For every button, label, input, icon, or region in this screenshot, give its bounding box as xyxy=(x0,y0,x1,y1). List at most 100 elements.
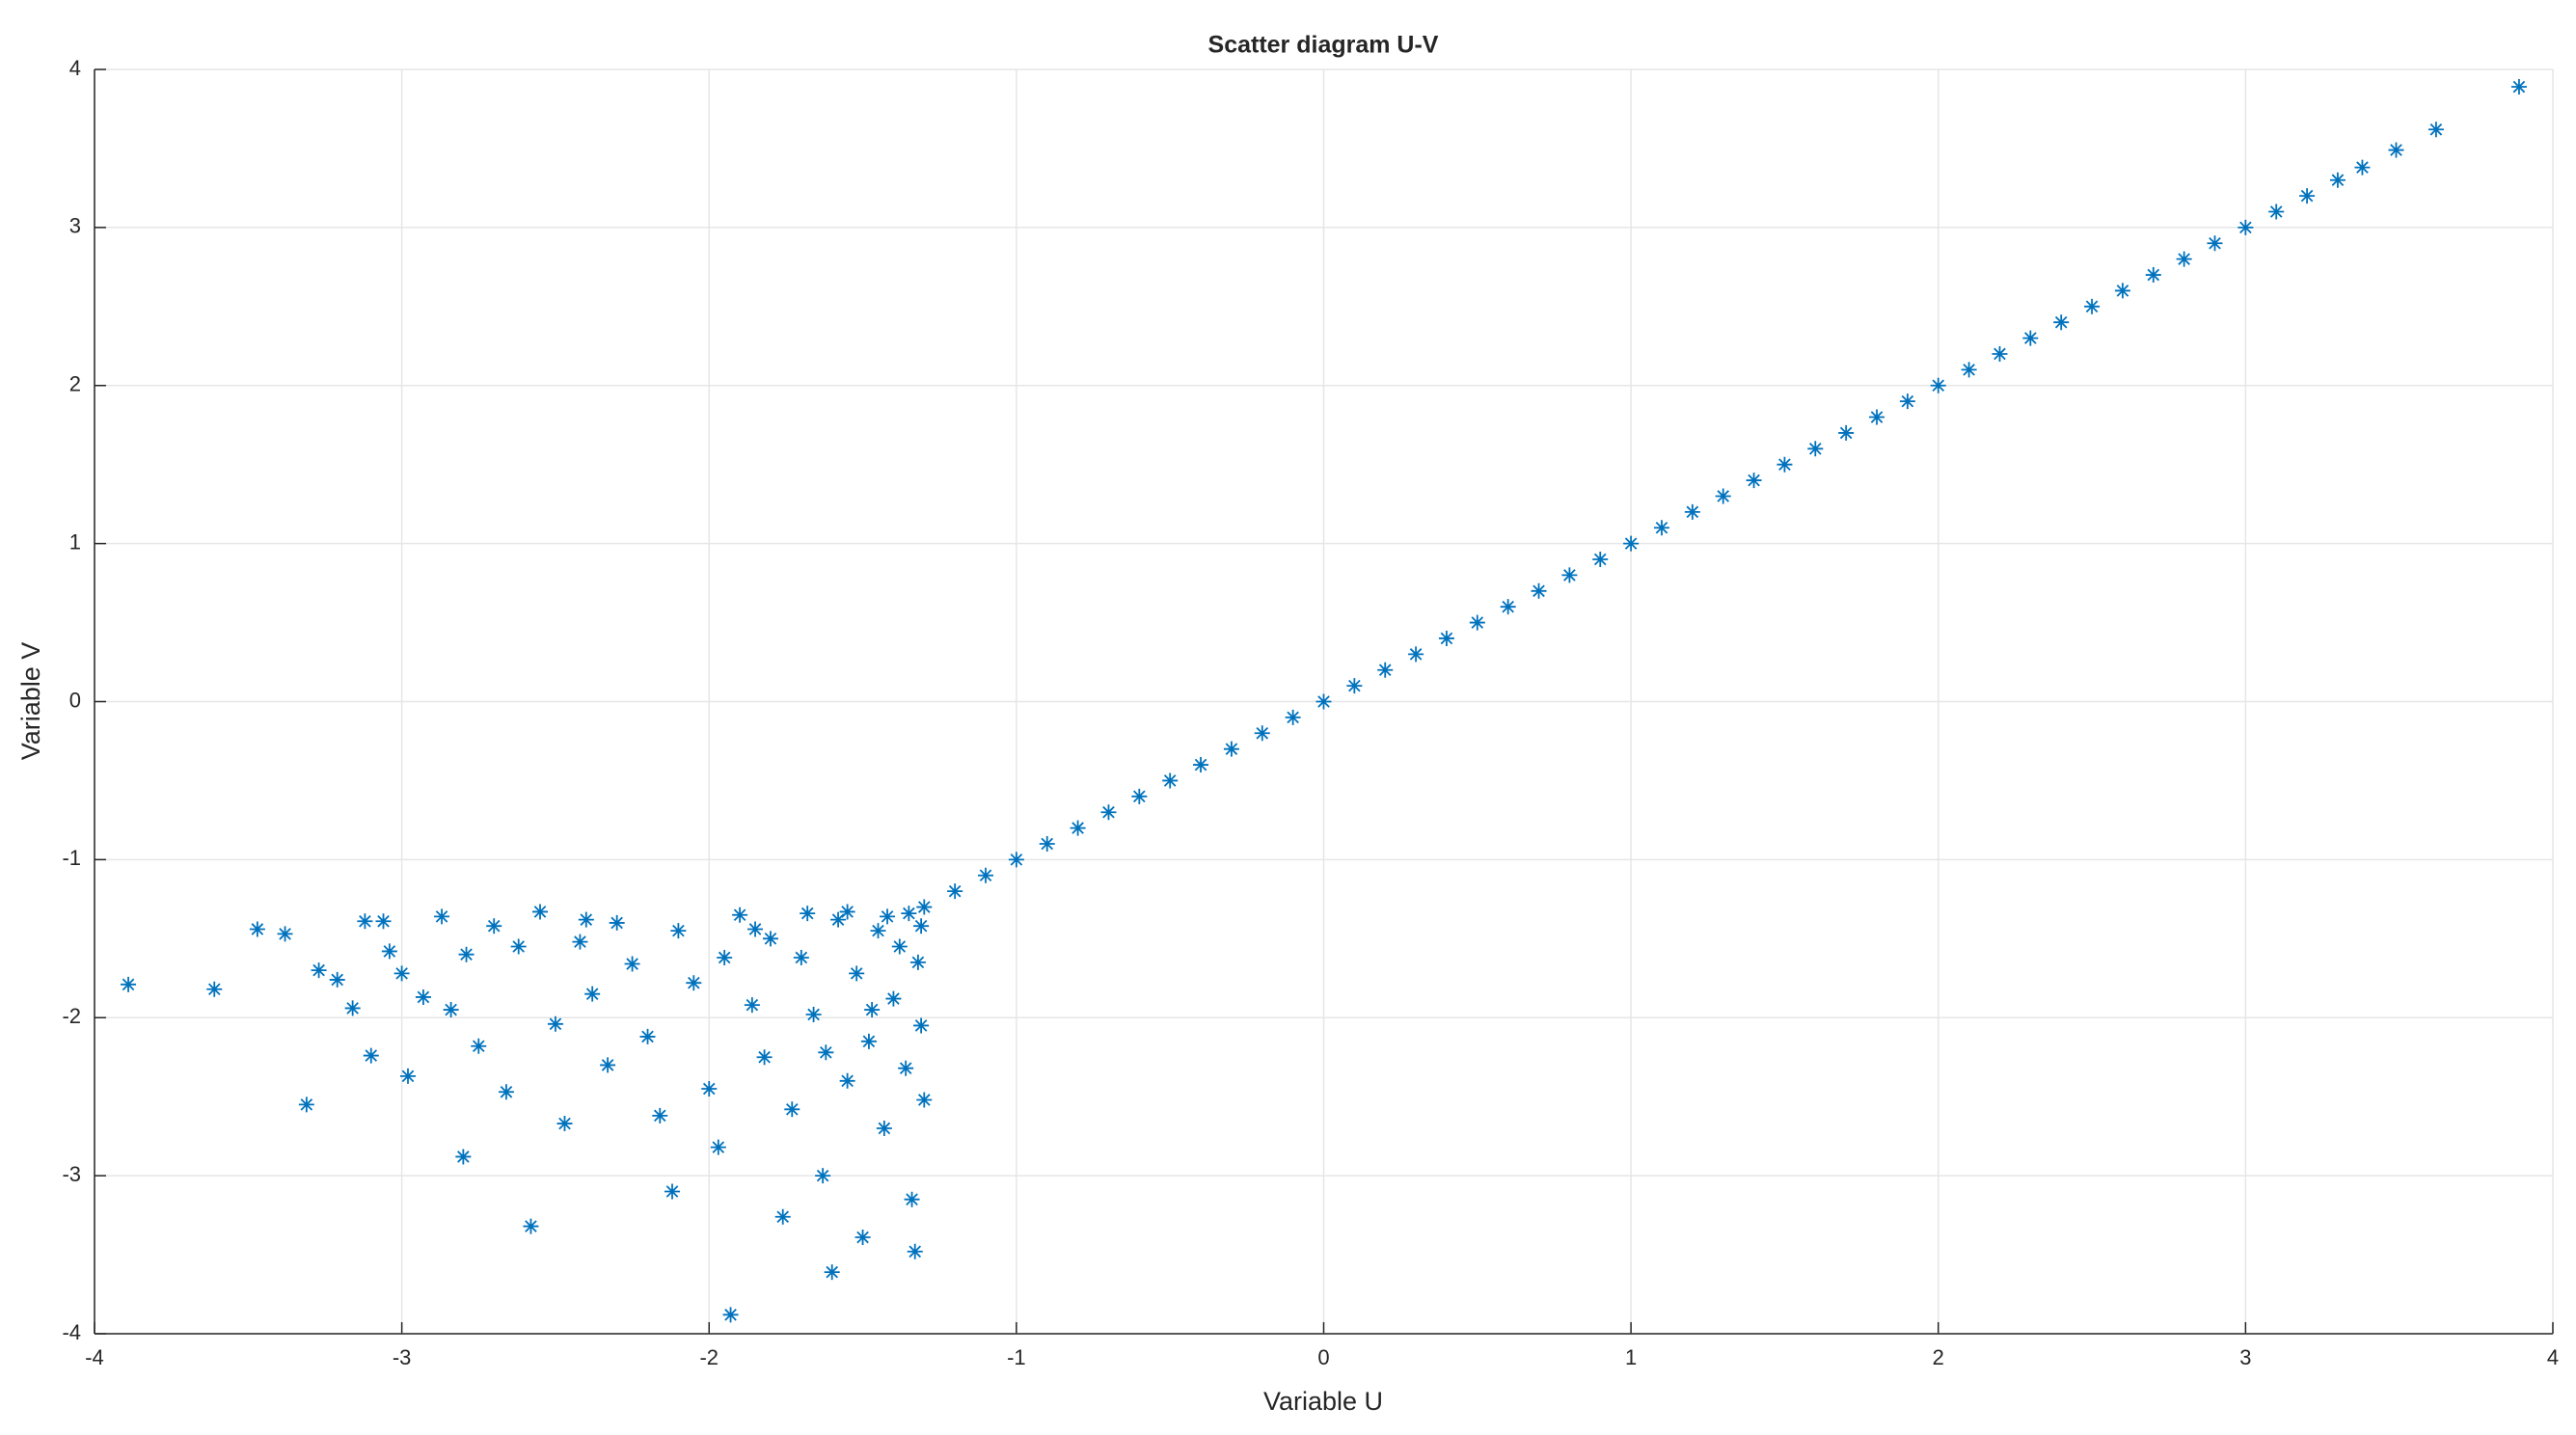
point xyxy=(1377,662,1394,678)
point xyxy=(415,988,431,1005)
point xyxy=(916,1092,933,1108)
y-tick-label: 3 xyxy=(69,214,81,238)
point xyxy=(793,949,809,965)
point xyxy=(2427,122,2444,138)
point xyxy=(1561,567,1578,583)
point xyxy=(876,1120,892,1136)
point xyxy=(547,1015,563,1032)
point xyxy=(1869,409,1885,425)
point xyxy=(1223,741,1239,757)
point xyxy=(381,943,397,960)
point xyxy=(624,956,640,972)
y-tick-label: -2 xyxy=(62,1004,81,1028)
point xyxy=(854,1230,871,1246)
point xyxy=(839,904,855,920)
point xyxy=(2176,251,2192,267)
point xyxy=(1315,693,1332,710)
point xyxy=(357,913,373,930)
point xyxy=(311,962,327,979)
point xyxy=(830,911,847,928)
point xyxy=(2145,267,2161,284)
point xyxy=(701,1080,718,1097)
x-axis-label: Variable U xyxy=(1263,1387,1383,1416)
point xyxy=(744,997,760,1014)
point xyxy=(800,906,816,922)
point xyxy=(399,1068,416,1084)
point xyxy=(1254,725,1270,742)
point xyxy=(1807,441,1824,457)
point xyxy=(1193,757,1209,773)
point xyxy=(732,907,748,923)
point xyxy=(710,1139,726,1155)
x-tick-label: -1 xyxy=(1007,1345,1026,1369)
point xyxy=(1500,599,1516,615)
point xyxy=(2299,188,2316,204)
point xyxy=(1930,377,1946,393)
y-tick-label: -1 xyxy=(62,846,81,870)
point xyxy=(2207,235,2223,252)
x-tick-label: 0 xyxy=(1317,1345,1329,1369)
point xyxy=(1592,552,1609,568)
point xyxy=(2053,314,2070,331)
point xyxy=(1408,646,1424,663)
point xyxy=(1008,852,1024,868)
x-tick-label: -4 xyxy=(85,1345,104,1369)
point xyxy=(1715,488,1731,504)
x-tick-label: -3 xyxy=(393,1345,412,1369)
point xyxy=(1162,772,1179,789)
y-tick-label: 0 xyxy=(69,688,81,712)
point xyxy=(486,918,502,934)
y-tick-label: 4 xyxy=(69,56,81,80)
point xyxy=(2268,203,2285,220)
point xyxy=(455,1149,472,1165)
point xyxy=(1131,788,1148,804)
point xyxy=(2354,159,2371,176)
point xyxy=(652,1107,668,1124)
point xyxy=(2510,79,2527,95)
point xyxy=(532,904,549,920)
point xyxy=(860,1033,877,1049)
point xyxy=(578,911,594,928)
point xyxy=(756,1049,773,1066)
y-tick-label: -3 xyxy=(62,1162,81,1186)
point xyxy=(2114,283,2130,299)
point xyxy=(664,1183,681,1200)
point xyxy=(947,883,963,900)
point xyxy=(774,1208,791,1225)
point xyxy=(609,914,625,931)
point xyxy=(249,921,265,937)
point xyxy=(1346,678,1363,694)
point xyxy=(747,921,764,937)
point xyxy=(901,906,917,922)
point xyxy=(498,1084,514,1100)
point xyxy=(978,867,994,883)
point xyxy=(121,976,137,992)
point xyxy=(805,1006,822,1022)
x-tick-label: 1 xyxy=(1625,1345,1637,1369)
y-tick-label: 2 xyxy=(69,372,81,396)
point xyxy=(344,1000,361,1016)
point xyxy=(686,975,702,991)
point xyxy=(885,990,902,1007)
point xyxy=(916,899,933,915)
y-axis-label: Variable V xyxy=(16,642,45,761)
point xyxy=(849,965,865,982)
point xyxy=(1746,473,1762,489)
point xyxy=(1992,345,2008,362)
point xyxy=(329,971,345,988)
point xyxy=(1285,709,1301,725)
y-tick-label: -4 xyxy=(62,1320,81,1344)
point xyxy=(1653,520,1669,536)
point xyxy=(572,934,588,950)
point xyxy=(523,1218,539,1234)
point xyxy=(363,1047,379,1064)
point xyxy=(784,1101,800,1118)
point xyxy=(584,986,601,1002)
point xyxy=(1776,456,1793,473)
point xyxy=(1070,820,1086,836)
point xyxy=(762,931,778,947)
point xyxy=(1531,582,1547,599)
point xyxy=(824,1264,840,1281)
point xyxy=(913,1017,930,1034)
